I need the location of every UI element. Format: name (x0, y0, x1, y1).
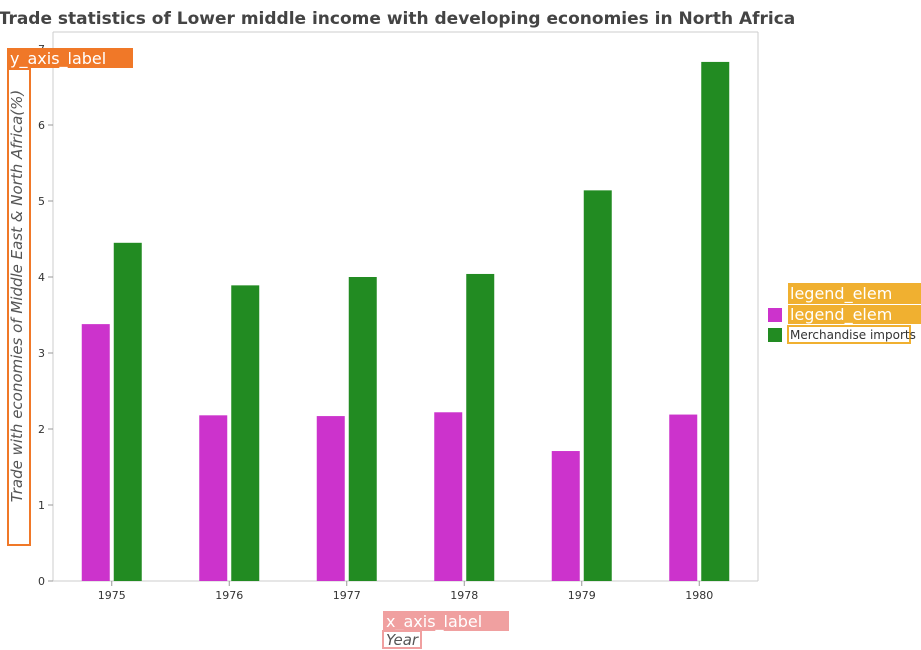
x-tick-label: 1976 (215, 589, 243, 602)
x-tick-label: 1979 (568, 589, 596, 602)
legend-swatch-1 (768, 308, 782, 322)
y-axis-ticks: 01234567 (38, 43, 53, 588)
y-tick-label: 2 (38, 423, 45, 436)
bar-series2-1977 (348, 277, 377, 581)
plot-area (52, 31, 759, 582)
legend-tag-box-2 (788, 305, 921, 324)
bar-series2-1979 (583, 190, 612, 582)
legend: legend_elem legend_elem Merchandise impo… (768, 283, 921, 344)
legend-tag-text-1: legend_elem (790, 284, 892, 304)
y-tick-label: 6 (38, 119, 45, 132)
y-tick-label: 1 (38, 499, 45, 512)
bar-series1-1980 (669, 414, 698, 581)
x-axis-label-tag: x_axis_label (383, 611, 509, 632)
bar-series2-1978 (466, 273, 495, 581)
x-tick-label: 1978 (450, 589, 478, 602)
bar-series1-1976 (199, 415, 228, 581)
bar-series1-1977 (316, 416, 345, 581)
legend-tag-text-2: legend_elem (790, 305, 892, 325)
y-axis-label-tag-text: y_axis_label (10, 49, 106, 69)
legend-label-merchandise-imports: Merchandise imports (790, 328, 916, 342)
y-axis-label-tag-box (7, 48, 133, 68)
legend-swatch-2 (768, 328, 782, 342)
x-axis-ticks: 1975 1976 1977 1978 1979 1980 (98, 581, 713, 602)
y-tick-label: 5 (38, 195, 45, 208)
y-tick-label: 3 (38, 347, 45, 360)
bar-series2-1980 (701, 61, 730, 582)
y-axis-title: Trade with economies of Middle East & No… (8, 90, 26, 503)
x-axis-label-tag-box (383, 611, 509, 631)
bar-series2-1975 (113, 242, 142, 582)
bars (81, 61, 730, 582)
legend-label-frame-2 (787, 325, 911, 344)
chart-title: Trade statistics of Lower middle income … (0, 9, 795, 29)
bar-series2-1976 (231, 285, 260, 581)
y-axis-label-tag: y_axis_label (7, 48, 133, 69)
x-axis-title: Year (386, 631, 419, 649)
x-tick-label: 1977 (333, 589, 361, 602)
x-axis-title-frame (382, 630, 422, 649)
x-tick-label: 1975 (98, 589, 126, 602)
x-tick-label: 1980 (685, 589, 713, 602)
legend-tag-box-1 (788, 283, 921, 304)
y-tick-label: 0 (38, 575, 45, 588)
bar-series1-1975 (81, 324, 110, 581)
bar-series1-1978 (434, 412, 463, 581)
y-tick-label: 4 (38, 271, 45, 284)
x-axis-label-tag-text: x_axis_label (386, 612, 482, 632)
y-axis-title-frame (7, 68, 31, 546)
bar-series1-1979 (551, 451, 580, 581)
